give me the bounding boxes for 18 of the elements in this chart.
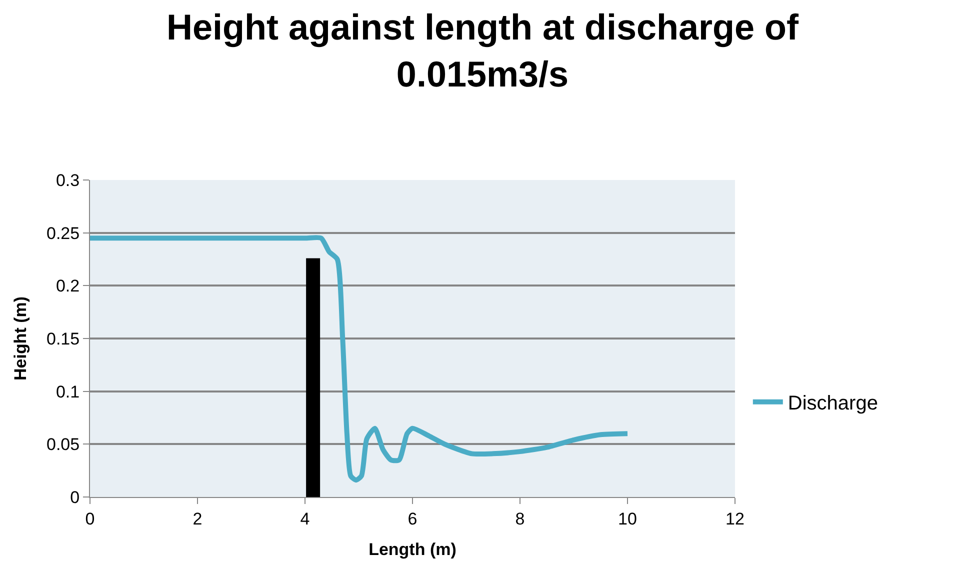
- x-tick-label: 10: [618, 509, 637, 528]
- y-tick-label: 0.05: [46, 435, 80, 454]
- legend-label: Discharge: [788, 392, 878, 415]
- y-tick-label: 0.1: [56, 382, 80, 402]
- x-tick-label: 2: [192, 509, 202, 528]
- y-tick-label: 0.25: [46, 224, 80, 243]
- y-axis-title: Height (m): [11, 296, 30, 381]
- x-tick-label: 0: [85, 509, 95, 528]
- x-tick-label: 12: [726, 509, 744, 528]
- y-tick-label: 0.3: [56, 170, 80, 190]
- x-tick-label: 6: [408, 509, 418, 528]
- chart-title: Height against length at discharge of 0.015m3/s: [166, 6, 800, 94]
- x-axis-title: Length (m): [368, 540, 456, 559]
- y-tick-label: 0.2: [56, 276, 80, 296]
- y-tick-label: 0.15: [46, 329, 80, 348]
- x-tick-label: 4: [300, 509, 310, 528]
- y-tick-label: 0: [70, 488, 80, 507]
- x-tick-label: 8: [515, 509, 525, 528]
